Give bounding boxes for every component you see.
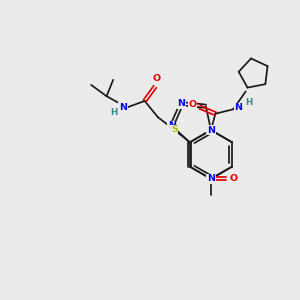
Text: H: H <box>111 108 118 117</box>
Text: N: N <box>207 126 215 135</box>
Text: N: N <box>119 103 127 112</box>
Text: N: N <box>235 103 243 112</box>
Text: O: O <box>188 100 196 109</box>
Text: O: O <box>230 174 238 183</box>
Text: N: N <box>207 174 215 183</box>
Text: N: N <box>178 99 186 108</box>
Text: N: N <box>168 122 176 130</box>
Text: S: S <box>171 125 178 134</box>
Text: O: O <box>152 74 160 83</box>
Text: H: H <box>245 98 252 107</box>
